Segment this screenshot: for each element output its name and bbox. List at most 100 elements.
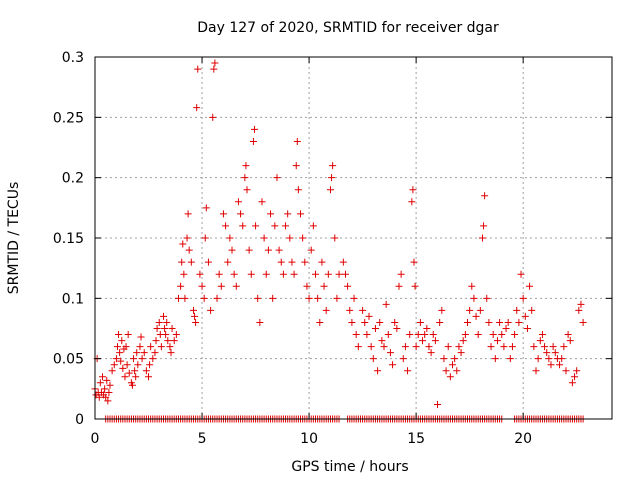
- data-point: [194, 65, 202, 73]
- data-point: [184, 210, 192, 218]
- data-point: [404, 367, 412, 375]
- data-point: [243, 186, 251, 194]
- data-point: [147, 343, 155, 351]
- data-point: [568, 379, 576, 387]
- data-point: [406, 331, 414, 339]
- data-point: [162, 331, 170, 339]
- data-point: [521, 312, 529, 320]
- data-point: [318, 258, 326, 266]
- data-point: [164, 337, 172, 345]
- data-point: [267, 210, 275, 218]
- data-point: [187, 258, 195, 266]
- data-point: [307, 246, 315, 254]
- data-point: [183, 234, 191, 242]
- data-point: [412, 343, 420, 351]
- data-point: [149, 355, 157, 363]
- data-point: [131, 367, 139, 375]
- y-tick-label: 0.25: [53, 110, 84, 126]
- data-point: [487, 343, 495, 351]
- data-point: [101, 385, 109, 393]
- data-point: [222, 222, 230, 230]
- x-tick-label: 0: [91, 431, 100, 447]
- data-point: [292, 162, 300, 170]
- data-point: [185, 246, 193, 254]
- data-point: [382, 300, 390, 308]
- data-point: [96, 379, 104, 387]
- data-point: [157, 343, 165, 351]
- data-point: [110, 361, 118, 369]
- data-point: [168, 325, 176, 332]
- data-point: [571, 373, 579, 381]
- data-point: [108, 367, 116, 375]
- data-point: [472, 312, 480, 320]
- data-point: [125, 369, 133, 377]
- data-point: [459, 337, 467, 345]
- chart-title: Day 127 of 2020, SRMTID for receiver dga…: [197, 20, 499, 36]
- plot-frame: [94, 56, 613, 420]
- data-point: [177, 282, 185, 290]
- data-point: [293, 137, 301, 145]
- data-point: [213, 294, 221, 302]
- data-point: [271, 222, 279, 230]
- data-point: [560, 343, 568, 351]
- data-point: [98, 373, 106, 381]
- data-point: [119, 364, 127, 372]
- data-point: [178, 258, 186, 266]
- data-point: [326, 186, 334, 194]
- data-point: [431, 337, 439, 345]
- data-point: [346, 306, 354, 314]
- data-point: [429, 331, 437, 339]
- data-point: [204, 258, 212, 266]
- data-point: [562, 367, 570, 375]
- data-point: [451, 355, 459, 363]
- data-point: [288, 258, 296, 266]
- data-point: [130, 355, 138, 363]
- data-point: [442, 367, 450, 375]
- data-point: [350, 294, 358, 302]
- data-point: [210, 65, 218, 73]
- data-point: [502, 325, 510, 332]
- data-point: [242, 162, 250, 170]
- x-tick-label: 20: [514, 431, 532, 447]
- data-point: [434, 401, 442, 409]
- data-point: [239, 222, 247, 230]
- data-point: [121, 373, 129, 381]
- grid-lines: [95, 57, 612, 419]
- data-point: [138, 355, 146, 363]
- data-point: [105, 388, 113, 396]
- data-point: [207, 306, 215, 314]
- data-point: [196, 270, 204, 278]
- data-point: [444, 343, 452, 351]
- data-point: [470, 294, 478, 302]
- data-point: [461, 331, 469, 339]
- data-point: [320, 282, 328, 290]
- data-point: [95, 393, 103, 401]
- data-point: [425, 343, 433, 351]
- data-point: [549, 343, 557, 351]
- data-point: [106, 381, 114, 389]
- data-point: [275, 246, 283, 254]
- data-point: [146, 361, 154, 369]
- data-point: [575, 306, 583, 314]
- data-point: [528, 306, 536, 314]
- data-point: [193, 104, 201, 112]
- data-point: [466, 306, 474, 314]
- data-point: [282, 222, 290, 230]
- data-point: [476, 306, 484, 314]
- data-point: [513, 306, 521, 314]
- data-point: [179, 240, 187, 248]
- axis-ticks: 0 0.05 0.1 0.15 0.2 0.25 0.3 0 5 10 15 20: [53, 50, 612, 447]
- data-point: [133, 349, 141, 357]
- data-point: [335, 270, 343, 278]
- data-point: [339, 258, 347, 266]
- data-point: [564, 331, 572, 339]
- data-point: [322, 306, 330, 314]
- data-points: [91, 59, 587, 423]
- x-axis-label: GPS time / hours: [291, 459, 408, 475]
- data-point: [174, 294, 182, 302]
- data-point: [532, 367, 540, 375]
- data-point: [538, 331, 546, 339]
- data-point: [284, 210, 292, 218]
- data-point: [316, 318, 324, 326]
- data-point: [333, 294, 341, 302]
